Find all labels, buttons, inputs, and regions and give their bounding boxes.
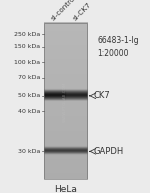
Text: 100 kDa: 100 kDa [14,60,40,65]
Text: WWW.PTGLAB.COM: WWW.PTGLAB.COM [63,81,67,122]
Bar [44,23,87,179]
Text: 250 kDa: 250 kDa [14,32,40,37]
Text: 50 kDa: 50 kDa [18,93,40,98]
Text: si-CK7: si-CK7 [72,1,92,21]
Text: 66483-1-Ig: 66483-1-Ig [98,36,139,45]
Text: CK7: CK7 [93,91,110,100]
Text: si-control: si-control [50,0,78,21]
Text: GAPDH: GAPDH [93,147,123,156]
Text: 1:20000: 1:20000 [98,49,129,58]
Text: 150 kDa: 150 kDa [14,44,40,49]
Text: 30 kDa: 30 kDa [18,149,40,154]
Text: 70 kDa: 70 kDa [18,75,40,80]
Text: 40 kDa: 40 kDa [18,109,40,114]
Text: HeLa: HeLa [54,185,77,193]
